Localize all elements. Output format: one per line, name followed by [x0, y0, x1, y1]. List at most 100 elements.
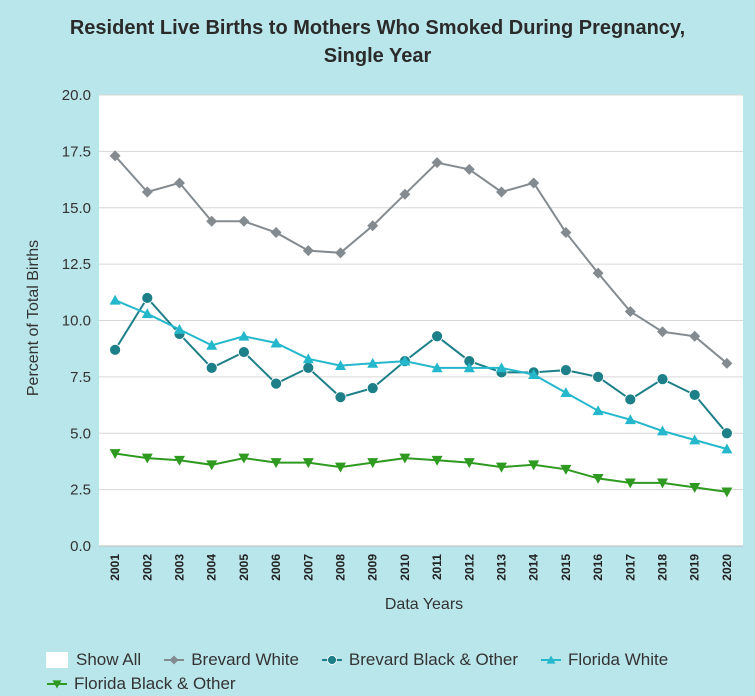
data-point[interactable] — [496, 462, 507, 473]
data-point[interactable] — [689, 482, 701, 493]
data-point[interactable] — [270, 337, 282, 348]
data-point[interactable] — [335, 360, 346, 370]
x-tick-label: 2017 — [623, 554, 637, 581]
data-point[interactable] — [109, 150, 121, 162]
data-point[interactable] — [270, 377, 283, 390]
data-point[interactable] — [624, 414, 636, 425]
x-tick-label: 2020 — [720, 554, 734, 581]
series-florida-white — [109, 294, 733, 454]
data-point[interactable] — [656, 373, 669, 386]
data-point[interactable] — [270, 227, 282, 239]
data-point[interactable] — [335, 462, 346, 473]
data-point[interactable] — [560, 464, 572, 475]
data-point[interactable] — [431, 362, 443, 373]
data-point[interactable] — [463, 458, 475, 469]
x-tick-label: 2016 — [591, 554, 605, 581]
y-tick-label: 17.5 — [62, 143, 91, 160]
data-point[interactable] — [721, 443, 733, 454]
series-line — [114, 296, 728, 434]
data-point[interactable] — [302, 458, 314, 469]
x-axis-title: Data Years — [385, 596, 463, 613]
data-point[interactable] — [624, 393, 637, 406]
data-point[interactable] — [463, 362, 475, 373]
data-point[interactable] — [302, 361, 315, 374]
data-point[interactable] — [206, 339, 218, 350]
data-point[interactable] — [688, 389, 701, 401]
data-point[interactable] — [721, 487, 733, 498]
data-point[interactable] — [399, 188, 411, 200]
data-point[interactable] — [174, 455, 185, 466]
data-point[interactable] — [238, 453, 250, 464]
data-point[interactable] — [496, 362, 507, 373]
x-tick-label: 2012 — [462, 554, 476, 581]
data-point[interactable] — [237, 346, 250, 358]
data-point[interactable] — [560, 227, 572, 239]
y-axis-ticks: 0.0 2.5 5.0 7.5 10.0 12.5 15.0 17.5 20.0 — [62, 87, 91, 555]
x-tick-label: 2005 — [237, 554, 251, 581]
legend-item-florida-black-other[interactable]: Florida Black & Other — [46, 674, 236, 694]
data-point[interactable] — [431, 330, 444, 343]
legend-item-brevard-black-other[interactable]: Brevard Black & Other — [321, 650, 518, 670]
legend-show-all[interactable]: Show All — [46, 650, 141, 670]
data-point[interactable] — [205, 361, 218, 374]
x-tick-label: 2003 — [173, 554, 187, 581]
data-point[interactable] — [367, 220, 379, 232]
data-point[interactable] — [592, 267, 604, 279]
data-point[interactable] — [366, 382, 379, 395]
data-point[interactable] — [174, 324, 185, 334]
y-tick-label: 7.5 — [70, 369, 91, 386]
data-point[interactable] — [689, 330, 701, 342]
data-point[interactable] — [592, 405, 604, 416]
data-point[interactable] — [367, 357, 379, 368]
data-point[interactable] — [560, 364, 572, 377]
diamond-marker-icon — [164, 655, 185, 665]
data-point[interactable] — [335, 247, 346, 259]
data-point[interactable] — [657, 326, 668, 338]
data-point[interactable] — [141, 186, 153, 198]
data-point[interactable] — [592, 473, 604, 484]
data-point[interactable] — [334, 391, 347, 404]
data-point[interactable] — [141, 308, 153, 319]
x-tick-label: 2009 — [366, 554, 380, 581]
data-point[interactable] — [238, 330, 250, 341]
data-point[interactable] — [109, 449, 121, 460]
data-point[interactable] — [528, 177, 540, 189]
y-axis-title: Percent of Total Births — [25, 240, 42, 396]
y-tick-label: 12.5 — [62, 256, 91, 273]
data-point[interactable] — [689, 434, 701, 445]
data-point[interactable] — [302, 353, 314, 364]
data-point[interactable] — [431, 455, 443, 466]
series-line — [114, 299, 728, 450]
data-point[interactable] — [302, 245, 314, 257]
data-point[interactable] — [399, 453, 411, 464]
data-point[interactable] — [463, 163, 475, 175]
data-point[interactable] — [206, 460, 218, 471]
data-point[interactable] — [721, 427, 733, 440]
data-point[interactable] — [206, 215, 218, 227]
data-point[interactable] — [657, 425, 668, 436]
show-all-checkbox[interactable] — [46, 652, 68, 668]
legend-item-florida-white[interactable]: Florida White — [540, 650, 668, 670]
legend-label-florida-white: Florida White — [568, 650, 669, 669]
data-point[interactable] — [592, 370, 604, 383]
data-point[interactable] — [624, 305, 636, 317]
data-point[interactable] — [141, 453, 153, 464]
data-point[interactable] — [270, 458, 282, 469]
data-point[interactable] — [528, 460, 540, 471]
data-point[interactable] — [560, 387, 572, 398]
data-point[interactable] — [238, 215, 250, 227]
data-point[interactable] — [528, 369, 540, 380]
data-point[interactable] — [431, 157, 443, 169]
data-point[interactable] — [721, 357, 733, 369]
data-point[interactable] — [109, 343, 121, 356]
data-point[interactable] — [496, 186, 507, 198]
data-point[interactable] — [367, 458, 379, 469]
legend-item-brevard-white[interactable]: Brevard White — [163, 650, 299, 670]
data-point[interactable] — [174, 177, 185, 189]
data-point[interactable] — [141, 292, 154, 304]
data-point[interactable] — [657, 478, 668, 489]
data-point[interactable] — [399, 355, 411, 366]
data-point[interactable] — [109, 294, 121, 305]
data-point[interactable] — [624, 478, 636, 489]
x-tick-label: 2015 — [559, 554, 573, 581]
